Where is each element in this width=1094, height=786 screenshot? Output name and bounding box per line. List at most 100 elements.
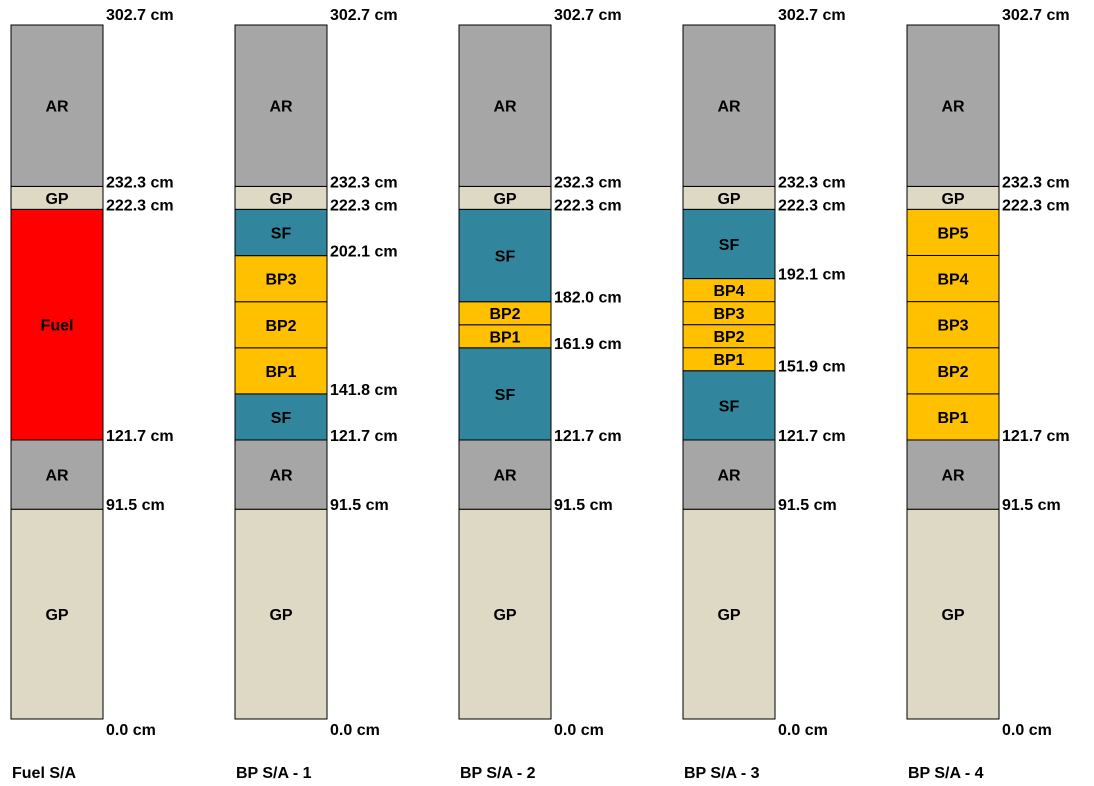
- column-title: BP S/A - 3: [684, 765, 760, 782]
- segment-label: AR: [941, 468, 965, 485]
- boundary-label: 91.5 cm: [1002, 497, 1061, 514]
- boundary-label: 121.7 cm: [1002, 428, 1070, 445]
- assembly-column-bp-s-a-2: GP AR SF BP1 BP2 SF GP AR 302.7 cm 232.3 cm 222.3 …: [458, 7, 622, 782]
- segment-label: GP: [493, 191, 516, 208]
- boundary-label: 151.9 cm: [778, 359, 846, 376]
- boundary-label: 0.0 cm: [106, 722, 156, 739]
- segment-bp4: [906, 254, 1000, 303]
- boundary-label: 222.3 cm: [106, 197, 174, 214]
- segment-label: AR: [941, 99, 965, 116]
- boundary-label: 222.3 cm: [554, 197, 622, 214]
- column-title: BP S/A - 1: [236, 765, 312, 782]
- segment-label: BP4: [713, 283, 744, 300]
- boundary-label: 0.0 cm: [1002, 722, 1052, 739]
- boundary-label: 0.0 cm: [330, 722, 380, 739]
- segment-label: GP: [269, 607, 292, 624]
- segment-label: GP: [717, 191, 740, 208]
- boundary-label: 232.3 cm: [330, 174, 398, 191]
- segment-label: BP3: [713, 306, 744, 323]
- segment-label: SF: [495, 249, 516, 266]
- segment-ar: [10, 439, 104, 510]
- segment-label: AR: [269, 99, 293, 116]
- boundary-label: 182.0 cm: [554, 290, 622, 307]
- segment-label: BP2: [937, 364, 968, 381]
- boundary-label: 222.3 cm: [778, 197, 846, 214]
- segment-bp5: [906, 208, 1000, 256]
- segment-gp: [10, 508, 104, 720]
- segment-label: GP: [269, 191, 292, 208]
- boundary-label: 161.9 cm: [554, 336, 622, 353]
- segment-ar: [234, 439, 328, 510]
- segment-label: AR: [493, 468, 517, 485]
- boundary-label: 0.0 cm: [778, 722, 828, 739]
- boundary-label: 222.3 cm: [330, 197, 398, 214]
- boundary-label: 302.7 cm: [778, 7, 846, 24]
- segment-label: SF: [719, 237, 740, 254]
- segment-label: GP: [45, 607, 68, 624]
- boundary-label: 91.5 cm: [778, 497, 837, 514]
- boundary-label: 121.7 cm: [330, 428, 398, 445]
- segment-label: Fuel: [41, 318, 74, 335]
- segment-ar: [682, 24, 776, 187]
- segment-ar: [10, 24, 104, 187]
- boundary-label: 232.3 cm: [778, 174, 846, 191]
- segment-label: SF: [495, 387, 516, 404]
- boundary-label: 121.7 cm: [778, 428, 846, 445]
- boundary-label: 302.7 cm: [554, 7, 622, 24]
- segment-label: BP1: [937, 410, 968, 427]
- segment-bp3: [906, 301, 1000, 349]
- segment-ar: [458, 439, 552, 510]
- boundary-label: 302.7 cm: [1002, 7, 1070, 24]
- segment-label: BP4: [937, 272, 968, 289]
- segment-gp: [682, 508, 776, 720]
- segment-label: BP1: [713, 352, 744, 369]
- segment-bp2: [234, 301, 328, 349]
- segment-sf: [458, 347, 552, 441]
- boundary-label: 91.5 cm: [330, 497, 389, 514]
- boundary-label: 192.1 cm: [778, 267, 846, 284]
- column-title: BP S/A - 2: [460, 765, 536, 782]
- segment-sf: [682, 370, 776, 441]
- assembly-column-bp-s-a-1: GP AR SF BP1 BP2 BP3 SF GP AR 302.7 cm 232.3 cm 222…: [234, 7, 398, 782]
- boundary-label: 232.3 cm: [106, 174, 174, 191]
- boundary-label: 141.8 cm: [330, 382, 398, 399]
- segment-label: BP2: [713, 329, 744, 346]
- segment-label: SF: [271, 410, 292, 427]
- column-title: BP S/A - 4: [908, 765, 984, 782]
- assembly-column-bp-s-a-3: GP AR SF BP1 BP2 BP3 BP4 SF GP AR 302.7 cm 232.3 cm…: [682, 7, 846, 782]
- boundary-label: 302.7 cm: [106, 7, 174, 24]
- segment-label: BP1: [489, 329, 520, 346]
- segment-sf: [234, 393, 328, 441]
- segment-label: BP5: [937, 225, 968, 242]
- segment-label: SF: [719, 398, 740, 415]
- segment-gp: [234, 508, 328, 720]
- boundary-label: 232.3 cm: [554, 174, 622, 191]
- assembly-column-fuel-s-a: GP AR Fuel GP AR 302.7 cm 232.3 cm 222.3 cm 121.…: [10, 7, 174, 782]
- segment-sf: [682, 208, 776, 280]
- segment-ar: [906, 24, 1000, 187]
- column-title: Fuel S/A: [12, 765, 76, 782]
- segment-label: BP3: [937, 318, 968, 335]
- boundary-label: 91.5 cm: [106, 497, 165, 514]
- assembly-column-bp-s-a-4: GP AR BP1 BP2 BP3 BP4 BP5 GP AR 302.7 cm 232.3 cm 2…: [906, 7, 1070, 782]
- segment-label: BP2: [489, 306, 520, 323]
- segment-label: GP: [941, 607, 964, 624]
- segment-label: GP: [941, 191, 964, 208]
- segment-gp: [458, 508, 552, 720]
- boundary-label: 0.0 cm: [554, 722, 604, 739]
- segment-sf: [234, 208, 328, 257]
- segment-ar: [682, 439, 776, 510]
- segment-label: AR: [45, 468, 69, 485]
- segment-label: GP: [45, 191, 68, 208]
- boundary-label: 302.7 cm: [330, 7, 398, 24]
- boundary-label: 222.3 cm: [1002, 197, 1070, 214]
- segment-label: AR: [269, 468, 293, 485]
- segment-sf: [458, 208, 552, 303]
- boundary-label: 91.5 cm: [554, 497, 613, 514]
- segment-bp1: [234, 347, 328, 395]
- boundary-label: 232.3 cm: [1002, 174, 1070, 191]
- segment-ar: [906, 439, 1000, 510]
- segment-label: AR: [717, 99, 741, 116]
- segment-label: AR: [717, 468, 741, 485]
